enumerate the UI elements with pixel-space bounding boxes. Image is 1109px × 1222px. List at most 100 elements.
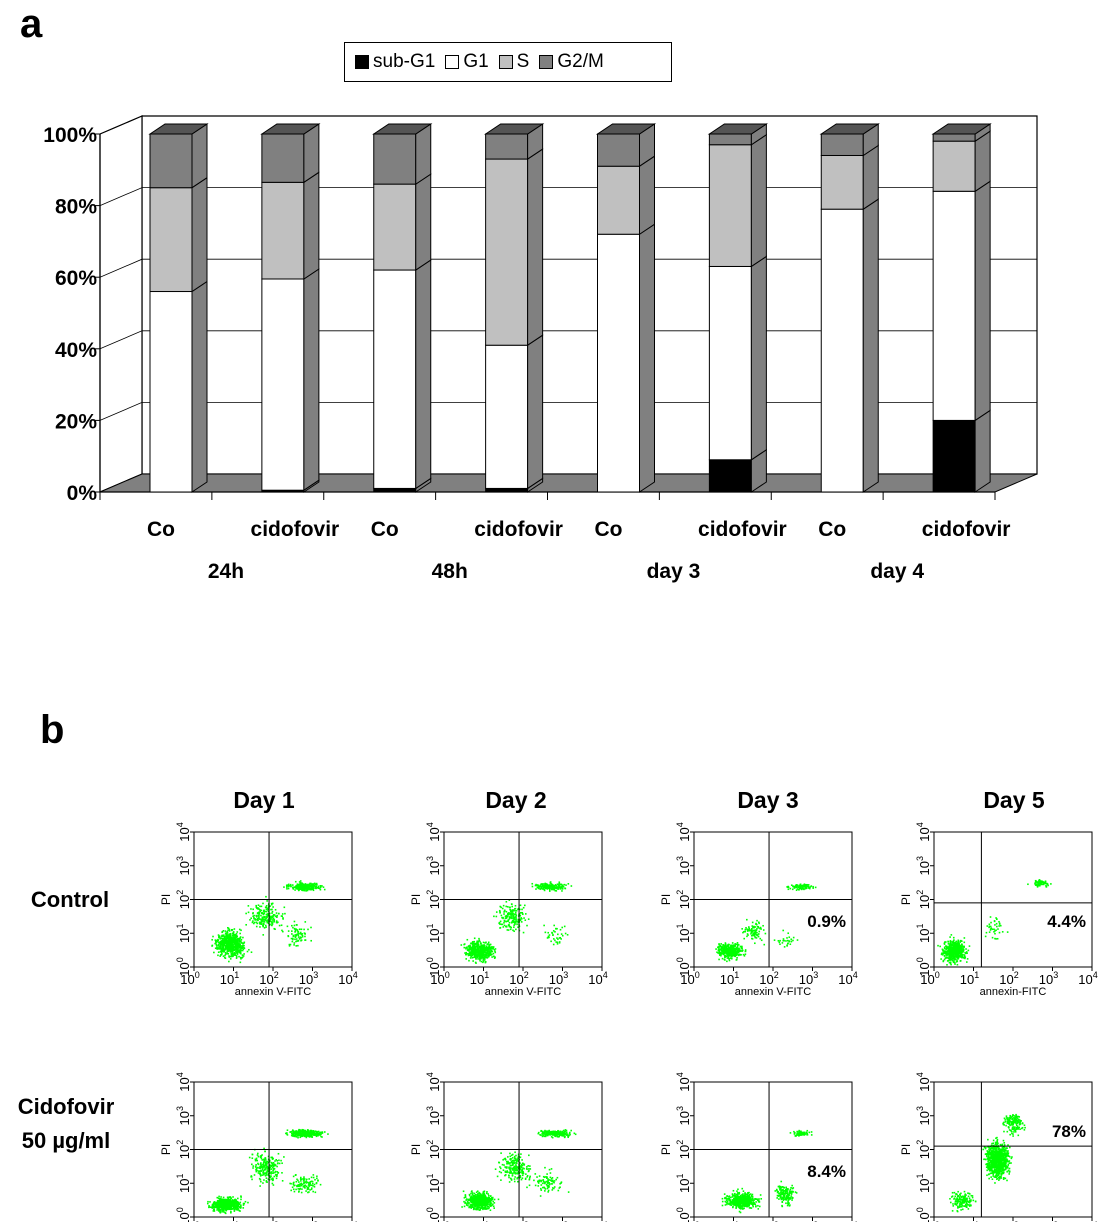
event-dot xyxy=(556,937,558,939)
event-dot xyxy=(735,948,738,951)
event-dot xyxy=(265,916,268,918)
event-dot xyxy=(734,949,737,952)
event-dot xyxy=(276,1173,278,1176)
event-dot xyxy=(505,900,508,903)
event-dot xyxy=(239,932,241,935)
event-dot xyxy=(730,953,733,956)
event-dot xyxy=(261,917,264,920)
event-dot xyxy=(989,916,992,918)
event-dot xyxy=(552,943,555,946)
event-dot xyxy=(998,925,1000,927)
event-dot xyxy=(262,1173,265,1176)
event-dot xyxy=(966,958,969,960)
event-dot xyxy=(262,916,265,918)
tick-base: 10 xyxy=(960,972,974,987)
event-dot xyxy=(737,944,740,946)
tick-exponent: 2 xyxy=(675,890,685,895)
tick-base: 10 xyxy=(677,895,692,909)
event-dot xyxy=(559,936,562,939)
event-dot xyxy=(485,955,488,957)
event-dot xyxy=(242,955,245,957)
event-dot xyxy=(315,882,318,885)
event-dot xyxy=(310,1129,312,1132)
event-dot xyxy=(222,942,225,944)
event-dot xyxy=(510,921,513,924)
bar-segment-s xyxy=(932,140,976,192)
event-dot xyxy=(223,948,226,951)
event-dot xyxy=(303,928,305,931)
event-dot xyxy=(511,909,514,911)
event-dot xyxy=(990,927,993,929)
event-dot xyxy=(561,926,564,929)
event-dot xyxy=(295,1132,298,1134)
event-dot xyxy=(224,936,226,938)
event-dot xyxy=(304,1129,307,1132)
tick-exponent: 4 xyxy=(353,970,358,980)
event-dot xyxy=(220,937,223,939)
event-dot xyxy=(276,1175,278,1178)
event-dot xyxy=(259,1166,261,1169)
event-dot xyxy=(276,921,279,924)
event-dot xyxy=(1039,882,1042,885)
event-dot xyxy=(953,944,956,946)
event-dot xyxy=(483,959,486,961)
event-dot xyxy=(238,938,240,941)
event-dot xyxy=(221,934,224,937)
event-dot xyxy=(552,930,555,932)
event-dot xyxy=(998,922,1001,925)
event-dot xyxy=(267,1174,270,1176)
event-dot xyxy=(240,945,243,947)
y-axis-label: PI xyxy=(409,894,423,905)
event-dot xyxy=(257,919,259,922)
event-dot xyxy=(744,930,746,933)
event-dot xyxy=(223,944,225,946)
event-dot xyxy=(739,949,741,951)
event-dot xyxy=(240,1198,242,1201)
y-tick-label: 104 xyxy=(915,822,932,841)
event-dot xyxy=(265,908,268,911)
tick-base: 10 xyxy=(427,861,442,875)
event-dot xyxy=(270,1178,273,1180)
y-axis-label: PI xyxy=(159,894,173,905)
event-dot xyxy=(517,921,520,924)
event-dot xyxy=(544,931,547,934)
event-dot xyxy=(513,924,515,926)
event-dot xyxy=(314,1132,316,1135)
event-dot xyxy=(725,955,728,958)
event-dot xyxy=(232,1207,235,1210)
event-dot xyxy=(230,955,233,958)
event-dot xyxy=(270,1168,273,1170)
event-dot xyxy=(512,913,514,916)
event-dot xyxy=(217,943,220,946)
event-dot xyxy=(268,1178,271,1181)
event-dot xyxy=(265,917,267,920)
event-dot xyxy=(303,886,305,888)
event-dot xyxy=(990,928,992,930)
tick-base: 10 xyxy=(1039,972,1053,987)
event-dot xyxy=(942,952,944,954)
event-dot xyxy=(252,920,254,922)
event-dot xyxy=(799,883,802,886)
event-dot xyxy=(963,954,966,957)
event-dot xyxy=(252,912,254,914)
event-dot xyxy=(790,938,793,941)
event-dot xyxy=(234,949,236,951)
event-dot xyxy=(553,888,555,891)
event-dot xyxy=(286,886,288,888)
event-dot xyxy=(281,913,284,915)
event-dot xyxy=(314,887,317,889)
event-dot xyxy=(729,945,732,948)
event-dot xyxy=(554,931,556,933)
event-dot xyxy=(508,924,511,927)
event-dot xyxy=(557,933,559,936)
event-dot xyxy=(955,949,957,952)
event-dot xyxy=(960,945,962,947)
event-dot xyxy=(221,935,224,938)
event-dot xyxy=(216,1206,218,1209)
event-dot xyxy=(283,1156,285,1158)
event-dot xyxy=(957,953,960,956)
event-dot xyxy=(258,914,260,917)
event-dot xyxy=(307,883,309,886)
event-dot xyxy=(539,884,542,886)
event-dot xyxy=(261,920,264,922)
